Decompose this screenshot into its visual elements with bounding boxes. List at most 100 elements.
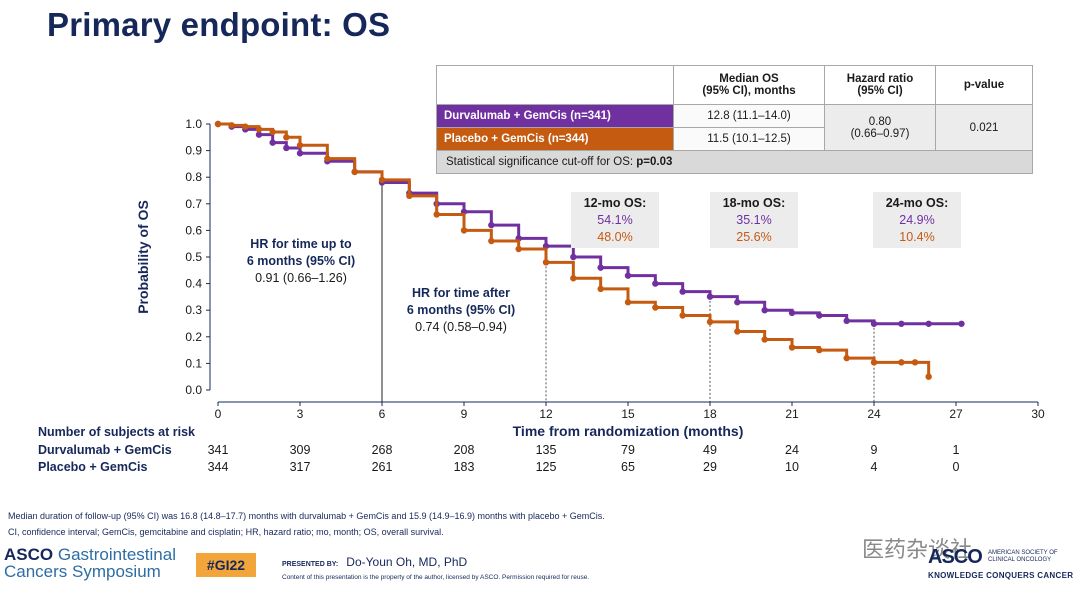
censor-mark-placebo (351, 168, 358, 176)
y-tick-label: 0.6 (185, 223, 202, 237)
risk-durva-count: 208 (453, 443, 475, 457)
os-12mo-placebo: 48.0% (597, 230, 633, 244)
risk-placebo-count: 0 (952, 460, 960, 474)
risk-durva-count: 9 (870, 443, 878, 457)
x-tick-label: 30 (1031, 407, 1045, 421)
censor-mark-placebo (761, 336, 768, 343)
censor-mark-placebo (515, 245, 522, 253)
y-tick-label: 0.2 (185, 330, 202, 344)
censor-mark-durva (433, 200, 440, 207)
risk-placebo-count: 29 (703, 460, 717, 474)
risk-placebo-count: 65 (621, 460, 635, 474)
os-18mo-box: 18-mo OS: 35.1% 25.6% (710, 192, 798, 248)
censor-mark-placebo (283, 134, 290, 141)
hr-late-annotation: HR for time after 6 months (95% CI) 0.74… (386, 285, 536, 336)
risk-placebo-count: 344 (207, 460, 229, 474)
os-12mo-title: 12-mo OS: (583, 196, 647, 210)
hr-early-value: 0.91 (0.66–1.26) (255, 271, 347, 285)
censor-mark-durva (351, 168, 358, 176)
censor-mark-placebo (542, 259, 550, 266)
x-tick-label: 9 (461, 407, 468, 421)
x-tick-label: 27 (949, 407, 963, 421)
footnote-abbreviations: CI, confidence interval; GemCis, gemcita… (8, 527, 444, 537)
risk-durva-label: Durvalumab + GemCis (38, 443, 172, 457)
pvalue-header: p-value (935, 65, 1033, 105)
asco-right-subtitle: AMERICAN SOCIETY OF CLINICAL ONCOLOGY (988, 550, 1058, 563)
hr-late-l1: HR for time after (412, 286, 510, 300)
censor-mark-placebo (734, 328, 741, 335)
median-os-header: Median OS (95% CI), months (673, 65, 825, 105)
x-tick-label: 0 (215, 407, 222, 421)
censor-mark-placebo (570, 275, 577, 282)
y-tick-label: 0.8 (185, 170, 202, 184)
censor-mark-placebo (242, 123, 249, 130)
os-24mo-durva: 24.9% (899, 213, 935, 227)
y-tick-label: 0.1 (185, 356, 202, 370)
symposium-text: Cancers Symposium (4, 562, 161, 581)
censor-mark-placebo (788, 344, 796, 351)
content-note: Content of this presentation is the prop… (282, 574, 590, 581)
censor-mark-placebo (816, 346, 823, 354)
censor-mark-durva (925, 320, 932, 327)
risk-durva-count: 135 (535, 443, 557, 457)
placebo-row-label: Placebo + GemCis (n=344) (436, 127, 674, 151)
os-12mo-durva: 54.1% (597, 213, 633, 227)
censor-mark-durva (898, 320, 905, 327)
y-tick-label: 0.7 (185, 197, 202, 211)
x-tick-label: 6 (379, 407, 386, 421)
censor-mark-placebo (488, 237, 495, 245)
x-tick-label: 15 (621, 407, 635, 421)
hashtag-badge: #GI22 (196, 553, 256, 577)
summary-table: Median OS (95% CI), months Hazard ratio … (436, 65, 1033, 174)
risk-placebo-count: 183 (453, 460, 475, 474)
gi-text: Gastrointestinal (57, 545, 176, 564)
durva-median: 12.8 (11.1–14.0) (673, 104, 825, 128)
risk-durva-count: 49 (703, 443, 717, 457)
censor-mark-placebo (460, 227, 468, 234)
asco-logo-text: ASCO (4, 545, 54, 564)
presented-by-label: PRESENTED BY: (282, 561, 339, 568)
y-tick-label: 0.9 (185, 144, 202, 158)
table-corner (436, 65, 674, 105)
censor-mark-placebo (228, 122, 235, 129)
censor-mark-placebo (214, 120, 222, 128)
median-os-header-l2: (95% CI), months (702, 85, 796, 97)
censor-mark-durva (378, 179, 386, 186)
os-18mo-placebo: 25.6% (736, 230, 772, 244)
x-tick-label: 18 (703, 407, 717, 421)
censor-mark-durva (228, 123, 235, 130)
hr-ci: (0.66–0.97) (850, 127, 910, 140)
significance-footer: Statistical significance cut-off for OS:… (436, 150, 1033, 174)
censor-mark-placebo (378, 176, 386, 184)
censor-mark-placebo (406, 192, 413, 200)
censor-mark-placebo (296, 142, 304, 149)
x-tick-label: 21 (785, 407, 799, 421)
asco-gi-logo: ASCO Gastrointestinal Cancers Symposium (4, 546, 176, 580)
x-tick-label: 12 (539, 407, 553, 421)
y-tick-label: 0.3 (185, 303, 202, 317)
censor-mark-durva (515, 235, 522, 242)
y-tick-label: 0.5 (185, 250, 202, 264)
hr-early-l2: 6 months (95% CI) (246, 254, 356, 268)
censor-mark-durva (283, 144, 290, 152)
censor-mark-durva (242, 126, 249, 133)
pvalue: 0.021 (935, 104, 1033, 151)
os-24mo-title: 24-mo OS: (885, 196, 949, 210)
censor-mark-durva (788, 309, 796, 317)
censor-mark-placebo (597, 285, 604, 293)
censor-mark-durva (958, 320, 965, 327)
censor-mark-durva (214, 120, 222, 128)
footnote-followup: Median duration of follow-up (95% CI) wa… (8, 511, 605, 521)
risk-durva-count: 309 (289, 443, 311, 457)
presented-by: PRESENTED BY: Do-Youn Oh, MD, PhD (282, 555, 467, 569)
censor-mark-placebo (269, 128, 276, 136)
risk-placebo-count: 261 (371, 460, 393, 474)
hr-value: 0.80 (868, 115, 892, 128)
page-title: Primary endpoint: OS (47, 6, 391, 43)
risk-durva-count: 24 (785, 443, 799, 457)
asco-tagline: KNOWLEDGE CONQUERS CANCER (928, 571, 1074, 580)
durva-row-label: Durvalumab + GemCis (n=341) (436, 104, 674, 128)
y-axis-label: Probability of OS (135, 200, 151, 314)
censor-mark-durva (761, 307, 768, 314)
censor-mark-durva (255, 131, 263, 138)
